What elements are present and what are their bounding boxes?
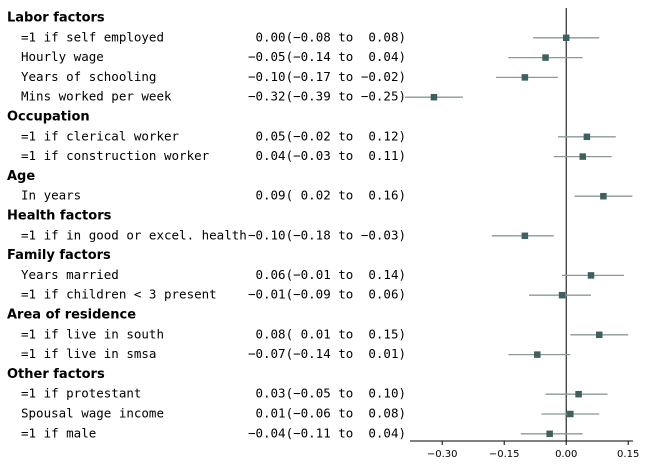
variable-label: =1 if in good or excel. health: [21, 227, 247, 242]
estimate-ci-text: 0.03(−0.05 to 0.10): [255, 386, 406, 401]
estimate-ci-text: −0.04(−0.11 to 0.04): [248, 425, 406, 440]
estimate-ci-text: 0.00(−0.08 to 0.08): [255, 29, 406, 44]
variable-label: =1 if children < 3 present: [21, 287, 217, 302]
group-heading: Occupation: [7, 110, 90, 125]
estimate-marker: [587, 272, 595, 279]
estimate-marker: [521, 232, 529, 240]
group-heading: Labor factors: [7, 11, 105, 26]
variable-label: =1 if male: [21, 425, 96, 440]
estimate-marker: [521, 74, 529, 81]
x-tick-label: −0.30: [427, 449, 458, 460]
x-tick-label: −0.15: [489, 449, 520, 460]
variable-label: Mins worked per week: [21, 89, 172, 104]
group-heading: Family factors: [7, 248, 111, 263]
estimate-ci-text: 0.08( 0.01 to 0.15): [255, 326, 406, 341]
estimate-marker: [567, 410, 574, 418]
estimate-marker: [583, 133, 591, 141]
estimate-marker: [575, 390, 582, 398]
estimate-ci-text: −0.10(−0.17 to −0.02): [248, 69, 406, 84]
variable-label: Hourly wage: [21, 49, 104, 64]
variable-label: =1 if self employed: [21, 29, 164, 44]
x-tick-label: 0.00: [555, 449, 577, 460]
estimate-ci-text: −0.07(−0.14 to 0.01): [248, 346, 406, 361]
estimate-ci-text: 0.06(−0.01 to 0.14): [255, 267, 406, 282]
variable-label: =1 if construction worker: [21, 148, 210, 163]
estimate-ci-text: −0.05(−0.14 to 0.04): [248, 49, 406, 64]
estimate-marker: [600, 192, 607, 200]
variable-label: Years married: [21, 267, 119, 282]
estimate-ci-text: 0.04(−0.03 to 0.11): [255, 148, 406, 163]
estimate-ci-text: −0.32(−0.39 to −0.25): [248, 89, 406, 104]
variable-label: Spousal wage income: [21, 406, 164, 421]
estimate-marker: [596, 331, 603, 339]
estimate-ci-text: 0.05(−0.02 to 0.12): [255, 128, 406, 143]
x-tick-label: 0.15: [617, 449, 639, 460]
variable-label: In years: [21, 188, 81, 203]
estimate-marker: [579, 153, 586, 160]
estimate-ci-text: −0.10(−0.18 to −0.03): [248, 227, 406, 242]
estimate-marker: [430, 93, 438, 101]
variable-label: =1 if live in south: [21, 326, 164, 341]
estimate-marker: [534, 351, 541, 358]
estimate-marker: [542, 54, 549, 61]
estimate-ci-text: 0.09( 0.02 to 0.16): [255, 188, 406, 203]
group-heading: Age: [7, 169, 35, 184]
group-heading: Area of residence: [7, 308, 136, 323]
estimate-ci-text: 0.01(−0.06 to 0.08): [255, 406, 406, 421]
estimate-marker: [558, 291, 566, 299]
variable-label: =1 if live in smsa: [21, 346, 156, 361]
estimate-marker: [562, 34, 570, 42]
variable-label: Years of schooling: [21, 69, 156, 84]
variable-label: =1 if clerical worker: [21, 128, 180, 143]
group-heading: Other factors: [7, 367, 105, 382]
group-heading: Health factors: [7, 209, 112, 224]
estimate-marker: [546, 430, 553, 438]
variable-label: =1 if protestant: [21, 386, 141, 401]
estimate-ci-text: −0.01(−0.09 to 0.06): [248, 287, 406, 302]
